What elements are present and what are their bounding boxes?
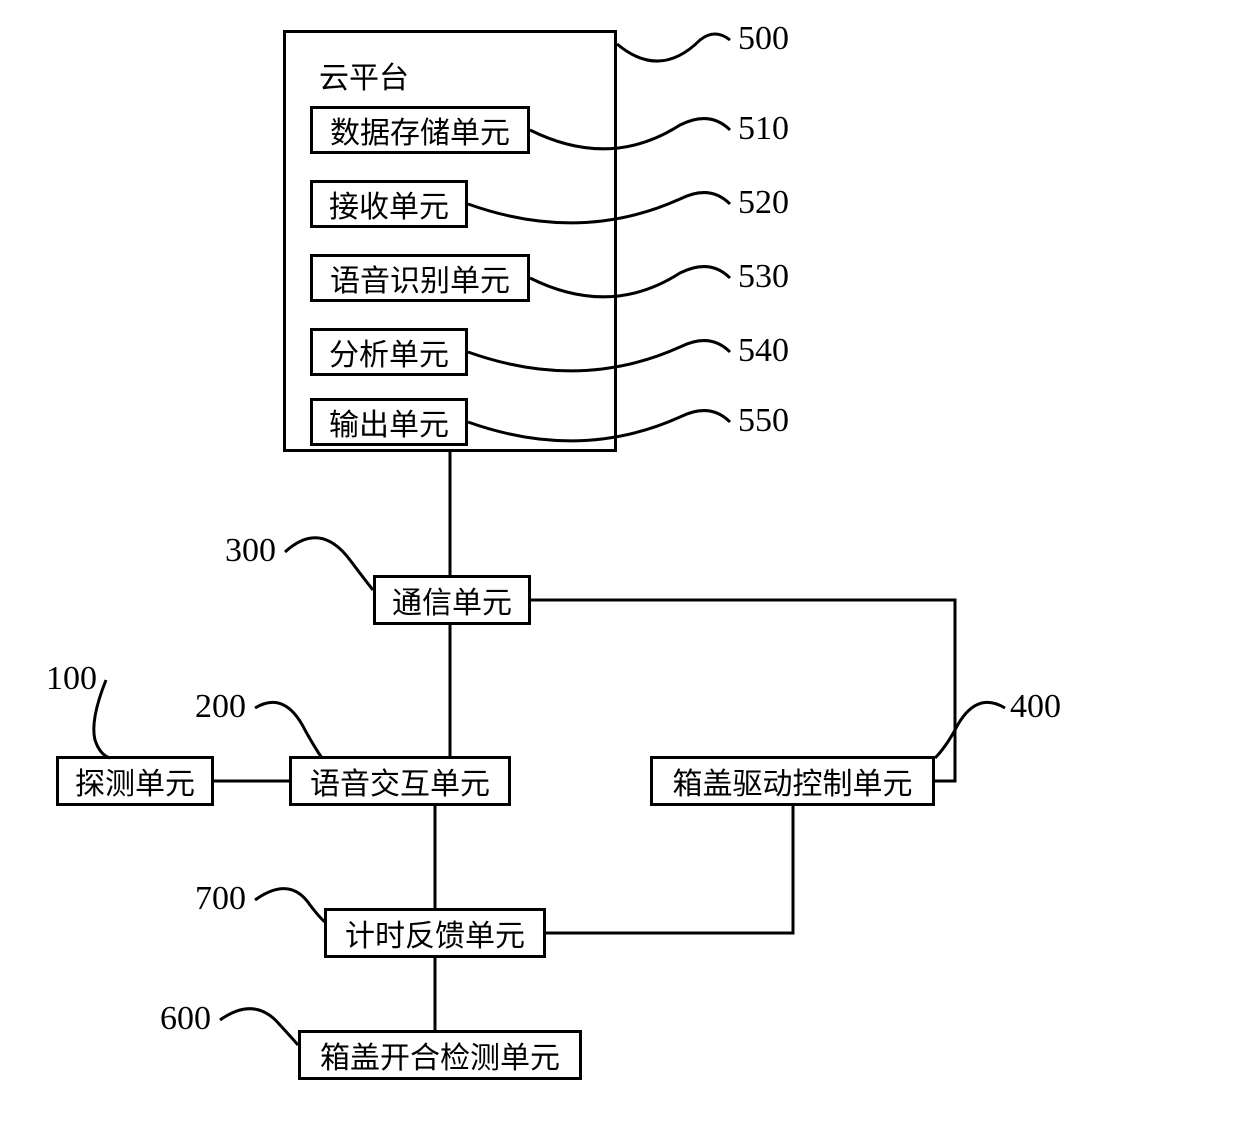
timing-feedback-label: 计时反馈单元 — [345, 911, 525, 955]
edge-comm-unit-lid-drive-ctrl — [531, 600, 955, 781]
lid-detect-label: 箱盖开合检测单元 — [320, 1033, 560, 1077]
leader-700 — [255, 889, 325, 922]
ref-500: 500 — [738, 20, 789, 58]
ref-520: 520 — [738, 184, 789, 222]
diagram-canvas: 云平台 数据存储单元 接收单元 语音识别单元 分析单元 输出单元 通信单元 探测… — [0, 0, 1240, 1123]
leader-200 — [255, 702, 322, 758]
lid-detect-unit: 箱盖开合检测单元 — [298, 1030, 582, 1080]
leader-400 — [935, 702, 1005, 758]
edge-timing-feedback-lid-drive-ctrl — [546, 806, 793, 933]
detect-unit: 探测单元 — [56, 756, 214, 806]
ref-300: 300 — [225, 532, 276, 570]
ref-530: 530 — [738, 258, 789, 296]
comm-unit: 通信单元 — [373, 575, 531, 625]
ref-200: 200 — [195, 688, 246, 726]
data-storage-unit: 数据存储单元 — [310, 106, 530, 154]
data-storage-unit-label: 数据存储单元 — [330, 108, 510, 152]
ref-700: 700 — [195, 880, 246, 918]
ref-400: 400 — [1010, 688, 1061, 726]
receive-unit: 接收单元 — [310, 180, 468, 228]
ref-550: 550 — [738, 402, 789, 440]
detect-unit-label: 探测单元 — [75, 759, 195, 803]
voice-recog-unit: 语音识别单元 — [310, 254, 530, 302]
output-unit: 输出单元 — [310, 398, 468, 446]
voice-recog-unit-label: 语音识别单元 — [330, 256, 510, 300]
lid-drive-ctrl-unit: 箱盖驱动控制单元 — [650, 756, 935, 806]
output-unit-label: 输出单元 — [329, 400, 449, 444]
leader-600 — [220, 1009, 298, 1045]
timing-feedback-unit: 计时反馈单元 — [324, 908, 546, 958]
voice-interact-unit: 语音交互单元 — [289, 756, 511, 806]
voice-interact-label: 语音交互单元 — [310, 759, 490, 803]
cloud-platform-box: 云平台 — [283, 30, 617, 452]
ref-540: 540 — [738, 332, 789, 370]
cloud-platform-title: 云平台 — [319, 53, 409, 97]
connectors-layer — [0, 0, 1240, 1123]
leader-500 — [617, 34, 730, 61]
ref-600: 600 — [160, 1000, 211, 1038]
ref-100: 100 — [46, 660, 97, 698]
lid-drive-ctrl-label: 箱盖驱动控制单元 — [673, 759, 913, 803]
ref-510: 510 — [738, 110, 789, 148]
analysis-unit-label: 分析单元 — [329, 330, 449, 374]
comm-unit-label: 通信单元 — [392, 578, 512, 622]
leader-300 — [285, 538, 373, 590]
receive-unit-label: 接收单元 — [329, 182, 449, 226]
analysis-unit: 分析单元 — [310, 328, 468, 376]
